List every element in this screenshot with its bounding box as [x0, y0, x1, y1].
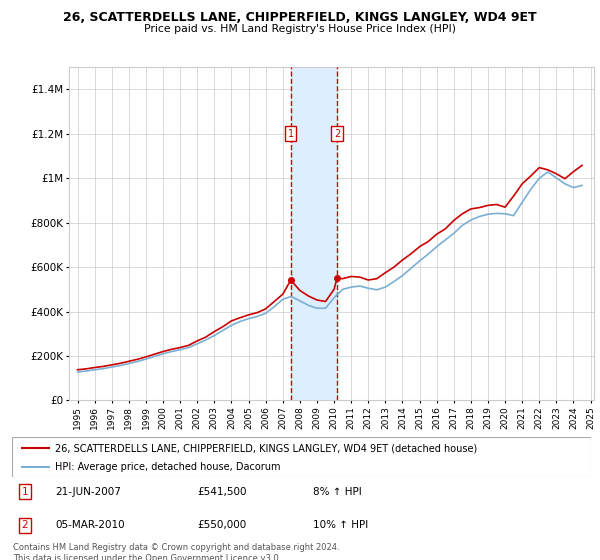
Text: HPI: Average price, detached house, Dacorum: HPI: Average price, detached house, Daco…: [55, 462, 281, 472]
Bar: [291, 67, 337, 400]
Text: 8% ↑ HPI: 8% ↑ HPI: [313, 487, 362, 497]
Text: 26, SCATTERDELLS LANE, CHIPPERFIELD, KINGS LANGLEY, WD4 9ET (detached house): 26, SCATTERDELLS LANE, CHIPPERFIELD, KIN…: [55, 443, 478, 453]
Text: 10% ↑ HPI: 10% ↑ HPI: [313, 520, 368, 530]
Text: 26, SCATTERDELLS LANE, CHIPPERFIELD, KINGS LANGLEY, WD4 9ET: 26, SCATTERDELLS LANE, CHIPPERFIELD, KIN…: [63, 11, 537, 24]
Text: £541,500: £541,500: [197, 487, 247, 497]
Text: 1: 1: [22, 487, 28, 497]
Text: 1: 1: [288, 129, 294, 139]
Text: 2: 2: [22, 520, 28, 530]
Text: 2: 2: [334, 129, 340, 139]
Text: Contains HM Land Registry data © Crown copyright and database right 2024.
This d: Contains HM Land Registry data © Crown c…: [13, 543, 340, 560]
Text: 05-MAR-2010: 05-MAR-2010: [55, 520, 125, 530]
Text: Price paid vs. HM Land Registry's House Price Index (HPI): Price paid vs. HM Land Registry's House …: [144, 24, 456, 34]
Text: 21-JUN-2007: 21-JUN-2007: [55, 487, 121, 497]
Text: £550,000: £550,000: [197, 520, 247, 530]
